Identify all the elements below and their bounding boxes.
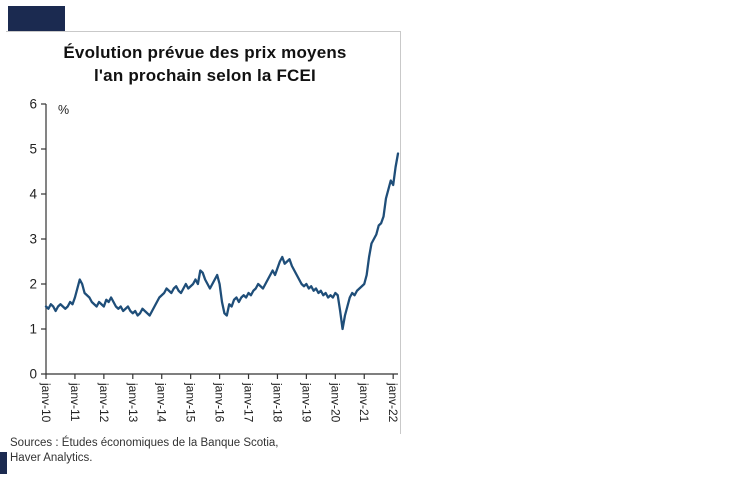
chart-title-line2: l'an prochain selon la FCEI bbox=[94, 65, 316, 85]
sources-line1: Sources : Études économiques de la Banqu… bbox=[10, 437, 279, 449]
price-expectation-line bbox=[44, 152, 400, 331]
x-tick-label: janv-17 bbox=[242, 382, 256, 423]
y-tick-label: 4 bbox=[29, 187, 37, 202]
y-tick-label: 5 bbox=[29, 142, 37, 157]
panel-border-top bbox=[6, 31, 401, 32]
x-tick-label: janv-14 bbox=[155, 382, 169, 423]
y-tick-label: 2 bbox=[29, 277, 37, 292]
chart-title: Évolution prévue des prix moyens l'an pr… bbox=[10, 42, 400, 88]
sources-note: Sources : Études économiques de la Banqu… bbox=[10, 436, 400, 466]
x-tick-label: janv-15 bbox=[184, 382, 198, 423]
x-tick-label: janv-13 bbox=[126, 382, 140, 423]
fcei-price-line-chart: 0 1 2 3 4 5 6 % janv-10 janv-11 janv-12 janv-13 janv… bbox=[29, 97, 400, 423]
x-tick-label: janv-20 bbox=[328, 382, 342, 423]
y-tick-label: 6 bbox=[29, 97, 37, 112]
x-tick-label: janv-11 bbox=[68, 382, 82, 422]
x-tick-label: janv-18 bbox=[270, 382, 284, 423]
chart-area: 0 1 2 3 4 5 6% janv-10 janv-11 janv-12 janv-13 janv… bbox=[0, 92, 410, 442]
x-tick-label: janv-10 bbox=[39, 382, 53, 423]
brand-corner-box bbox=[8, 6, 65, 32]
sources-line2: Haver Analytics. bbox=[10, 451, 93, 464]
x-tick-label: janv-12 bbox=[97, 382, 111, 423]
y-tick-label: 1 bbox=[29, 322, 37, 337]
x-tick-label: janv-22 bbox=[386, 382, 400, 423]
y-tick-label: 3 bbox=[29, 232, 37, 247]
panel-border-right bbox=[400, 31, 401, 434]
y-axis-unit-label: % bbox=[58, 103, 69, 117]
y-tick-label: 0 bbox=[29, 367, 37, 382]
x-tick-label: janv-16 bbox=[213, 382, 227, 423]
brand-corner-box-bottom bbox=[0, 452, 7, 474]
x-tick-label: janv-21 bbox=[357, 382, 371, 423]
chart-title-line1: Évolution prévue des prix moyens bbox=[63, 43, 347, 62]
x-tick-label: janv-19 bbox=[299, 382, 313, 423]
